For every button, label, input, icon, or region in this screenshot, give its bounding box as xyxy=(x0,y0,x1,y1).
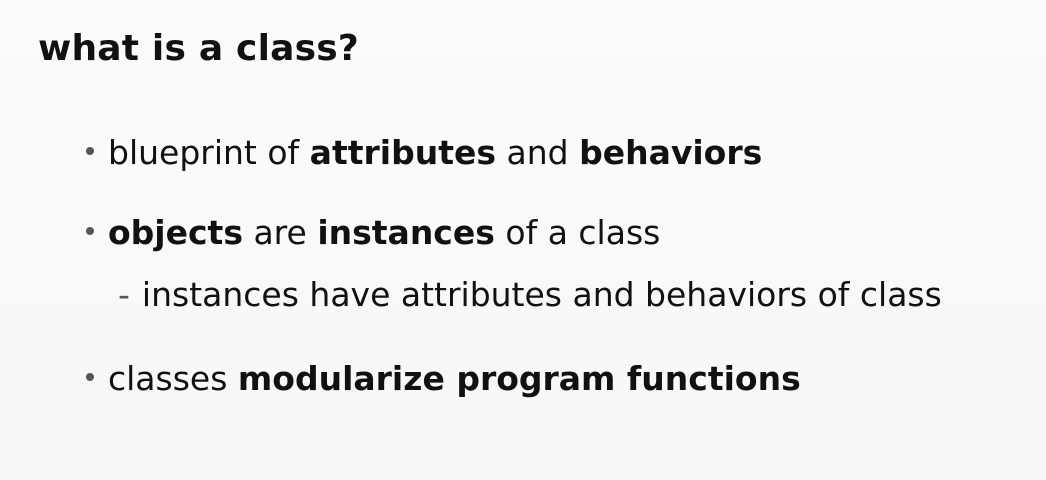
bullet-classes: classes modularize program functions xyxy=(86,362,801,395)
sub-bullet-instances: - instances have attributes and behaviors… xyxy=(118,278,942,311)
bullet-dot-icon xyxy=(86,372,94,381)
bold-segment: instances xyxy=(317,213,495,252)
bullet-dot-icon xyxy=(86,226,94,235)
text-segment: blueprint of xyxy=(108,133,310,172)
sub-bullet-text: instances have attributes and behaviors … xyxy=(141,275,942,314)
bold-segment: behaviors xyxy=(579,133,763,172)
bullet-text: classes modularize program functions xyxy=(108,359,801,398)
text-segment: and xyxy=(496,133,580,172)
bullet-objects: objects are instances of a class xyxy=(86,216,660,249)
text-segment: are xyxy=(242,213,318,252)
bullet-dot-icon xyxy=(86,146,94,155)
bold-segment: attributes xyxy=(309,133,496,172)
dash-marker: - xyxy=(118,275,130,314)
bullet-blueprint: blueprint of attributes and behaviors xyxy=(86,136,762,169)
slide-title: what is a class? xyxy=(38,28,359,69)
text-segment: classes xyxy=(108,359,238,398)
bullet-text: objects are instances of a class xyxy=(108,213,660,252)
bullet-text: blueprint of attributes and behaviors xyxy=(108,133,762,172)
text-segment: of a class xyxy=(494,213,661,252)
bold-segment: modularize program functions xyxy=(237,359,801,398)
bold-segment: objects xyxy=(108,213,243,252)
